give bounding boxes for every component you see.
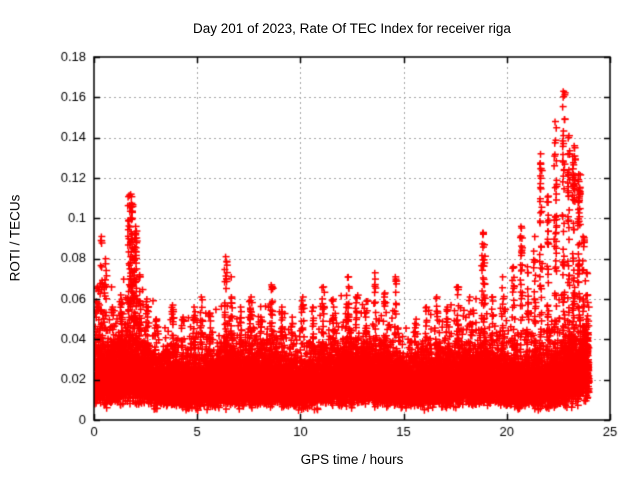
x-axis-label: GPS time / hours — [300, 452, 404, 467]
chart-title: Day 201 of 2023, Rate Of TEC Index for r… — [193, 21, 511, 36]
y-axis-label: ROTI / TECUs — [7, 194, 23, 282]
